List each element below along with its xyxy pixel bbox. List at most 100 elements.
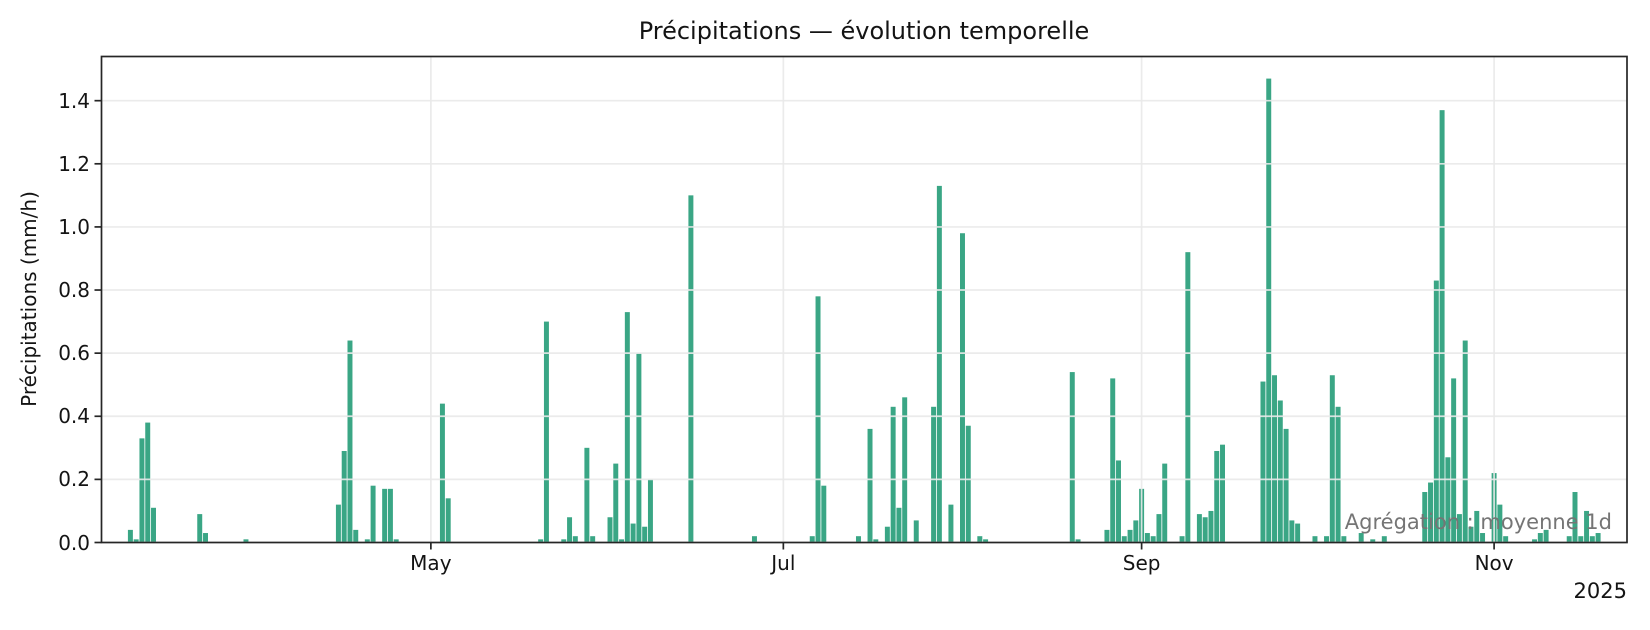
y-tick-label: 0.0 [58,530,90,555]
bar [890,406,896,543]
bar [1572,492,1578,543]
bar [1422,492,1428,543]
bar [127,529,133,543]
bar [1595,533,1601,543]
bar [1589,536,1595,543]
bar [948,504,954,543]
bar [751,536,757,543]
bar [139,438,145,543]
bar [821,485,827,543]
bar [203,533,208,543]
y-tick-label: 1.4 [58,88,90,113]
bar [1075,539,1081,543]
bar [1214,450,1220,543]
bar [584,447,590,543]
bar [1370,539,1376,543]
bar [543,321,549,543]
y-tick-label: 1.0 [58,214,90,239]
bar [1202,517,1208,543]
bar [133,539,139,543]
bar [1277,400,1283,543]
bar [1537,533,1543,543]
bar [902,397,908,543]
bar [1121,536,1127,543]
tick-marks-group [94,99,1495,550]
x-tick-label: May [410,551,452,575]
y-tick-label: 0.8 [58,278,90,303]
bar [1295,523,1301,543]
bar [1179,536,1185,543]
bar [1543,529,1549,543]
bar [1433,280,1439,543]
bar [1503,536,1509,543]
bar [1133,520,1139,543]
bar [1289,520,1295,543]
bar [364,539,370,543]
bar [1196,514,1202,543]
y-tick-label: 0.4 [58,404,90,429]
plot-area-spines [100,55,1628,544]
bar [1456,514,1462,543]
bar [1532,539,1538,543]
bar [1445,457,1451,543]
bar [1428,482,1434,543]
bar [1335,406,1341,543]
bar [1462,340,1468,543]
bar [619,539,625,543]
bar [151,507,156,543]
bar [1439,110,1445,543]
bar [1578,536,1584,543]
bar [936,185,942,543]
bar [1150,536,1156,543]
bar [1272,375,1277,543]
bar [1110,378,1116,543]
bar [965,425,971,543]
bar [960,233,965,543]
bar [1185,252,1191,543]
bar [931,406,937,543]
bar [1144,533,1150,543]
bar [1156,514,1162,543]
bar [636,353,642,543]
bar [439,403,445,543]
bar [896,507,902,543]
gridlines-group [101,56,1627,544]
bar [809,536,815,543]
bar [1208,510,1214,543]
bar [1381,536,1387,543]
bar [370,485,376,543]
y-tick-label: 1.2 [58,151,90,176]
bar [867,428,873,543]
bar [1474,510,1480,543]
bar [1497,504,1503,543]
bar [1566,536,1572,543]
y-tick-label: 0.6 [58,341,90,366]
bar [1358,533,1364,543]
bar [197,514,203,543]
bar [1116,460,1121,543]
y-tick-label: 0.2 [58,467,90,492]
x-tick-label: Nov [1474,551,1514,575]
bar [347,340,353,543]
bar [884,526,890,543]
bar [1341,536,1347,543]
bar [624,312,630,543]
bar [243,539,249,543]
bar [567,517,573,543]
bar [1162,463,1168,543]
bar [1069,372,1075,543]
bar [1584,510,1590,543]
bar [873,539,879,543]
bar [341,450,347,543]
bar [145,422,151,543]
aggregation-annotation: Agrégation : moyenne 1d [1344,510,1612,534]
bar [855,536,861,543]
bars-group [127,78,1601,543]
bar [1127,529,1133,543]
bar [387,488,393,543]
bar [977,536,983,543]
bar [647,479,653,543]
bar [688,195,694,543]
